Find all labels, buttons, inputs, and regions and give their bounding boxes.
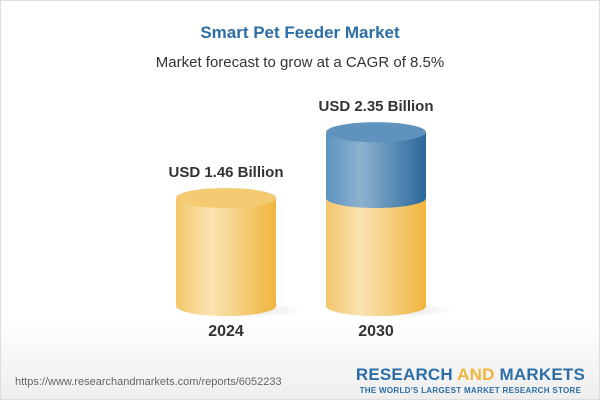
research-and-markets-logo: RESEARCH AND MARKETS THE WORLD'S LARGEST… xyxy=(356,365,585,395)
bar-2024-body xyxy=(176,198,276,316)
bar-2030-growth-top xyxy=(326,122,426,143)
category-label-2030: 2030 xyxy=(358,323,394,340)
chart-title: Smart Pet Feeder Market xyxy=(200,23,400,42)
chart-subtitle: Market forecast to grow at a CAGR of 8.5… xyxy=(155,54,445,71)
logo-text-markets: MARKETS xyxy=(494,365,585,384)
value-label-2030: USD 2.35 Billion xyxy=(318,98,433,115)
source-url[interactable]: https://www.researchandmarkets.com/repor… xyxy=(15,376,282,388)
logo-text-and: AND xyxy=(457,365,495,384)
category-label-2024: 2024 xyxy=(208,323,244,340)
logo-text-research: RESEARCH xyxy=(355,365,458,384)
bar-2030-growth-body xyxy=(326,132,426,208)
value-label-2024: USD 1.46 Billion xyxy=(168,164,283,181)
bar-2024-top xyxy=(176,188,276,208)
logo-tagline: THE WORLD'S LARGEST MARKET RESEARCH STOR… xyxy=(359,386,582,395)
bar-2030-base-body xyxy=(326,198,426,316)
